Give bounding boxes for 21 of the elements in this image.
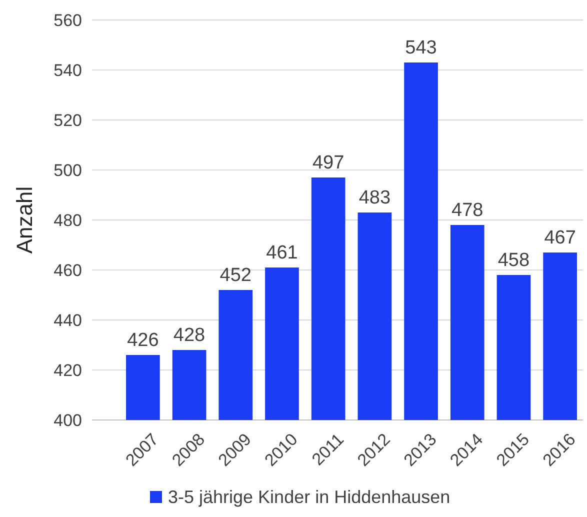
y-tick-label: 520 [54,110,82,130]
y-tick-label: 500 [54,160,82,180]
y-tick-label: 560 [54,10,82,30]
data-label: 478 [452,200,484,221]
y-tick-label: 440 [54,310,82,330]
y-tick-label: 480 [54,210,82,230]
data-label: 543 [405,38,437,58]
y-tick-label: 420 [54,360,82,380]
y-tick-label: 540 [54,60,82,80]
data-label: 467 [544,228,576,248]
data-label: 428 [173,325,206,346]
data-label: 426 [127,330,159,351]
y-tick-label: 400 [54,410,82,430]
data-label: 458 [498,250,530,271]
y-tick-label: 460 [54,260,82,280]
data-label: 497 [312,152,344,174]
data-label: 461 [266,242,298,264]
legend-label: 3-5 jährige Kinder in Hiddenhausen [168,487,450,507]
y-axis-title: Anzahl [12,186,37,254]
data-label: 452 [220,265,252,286]
data-label: 483 [358,188,391,208]
